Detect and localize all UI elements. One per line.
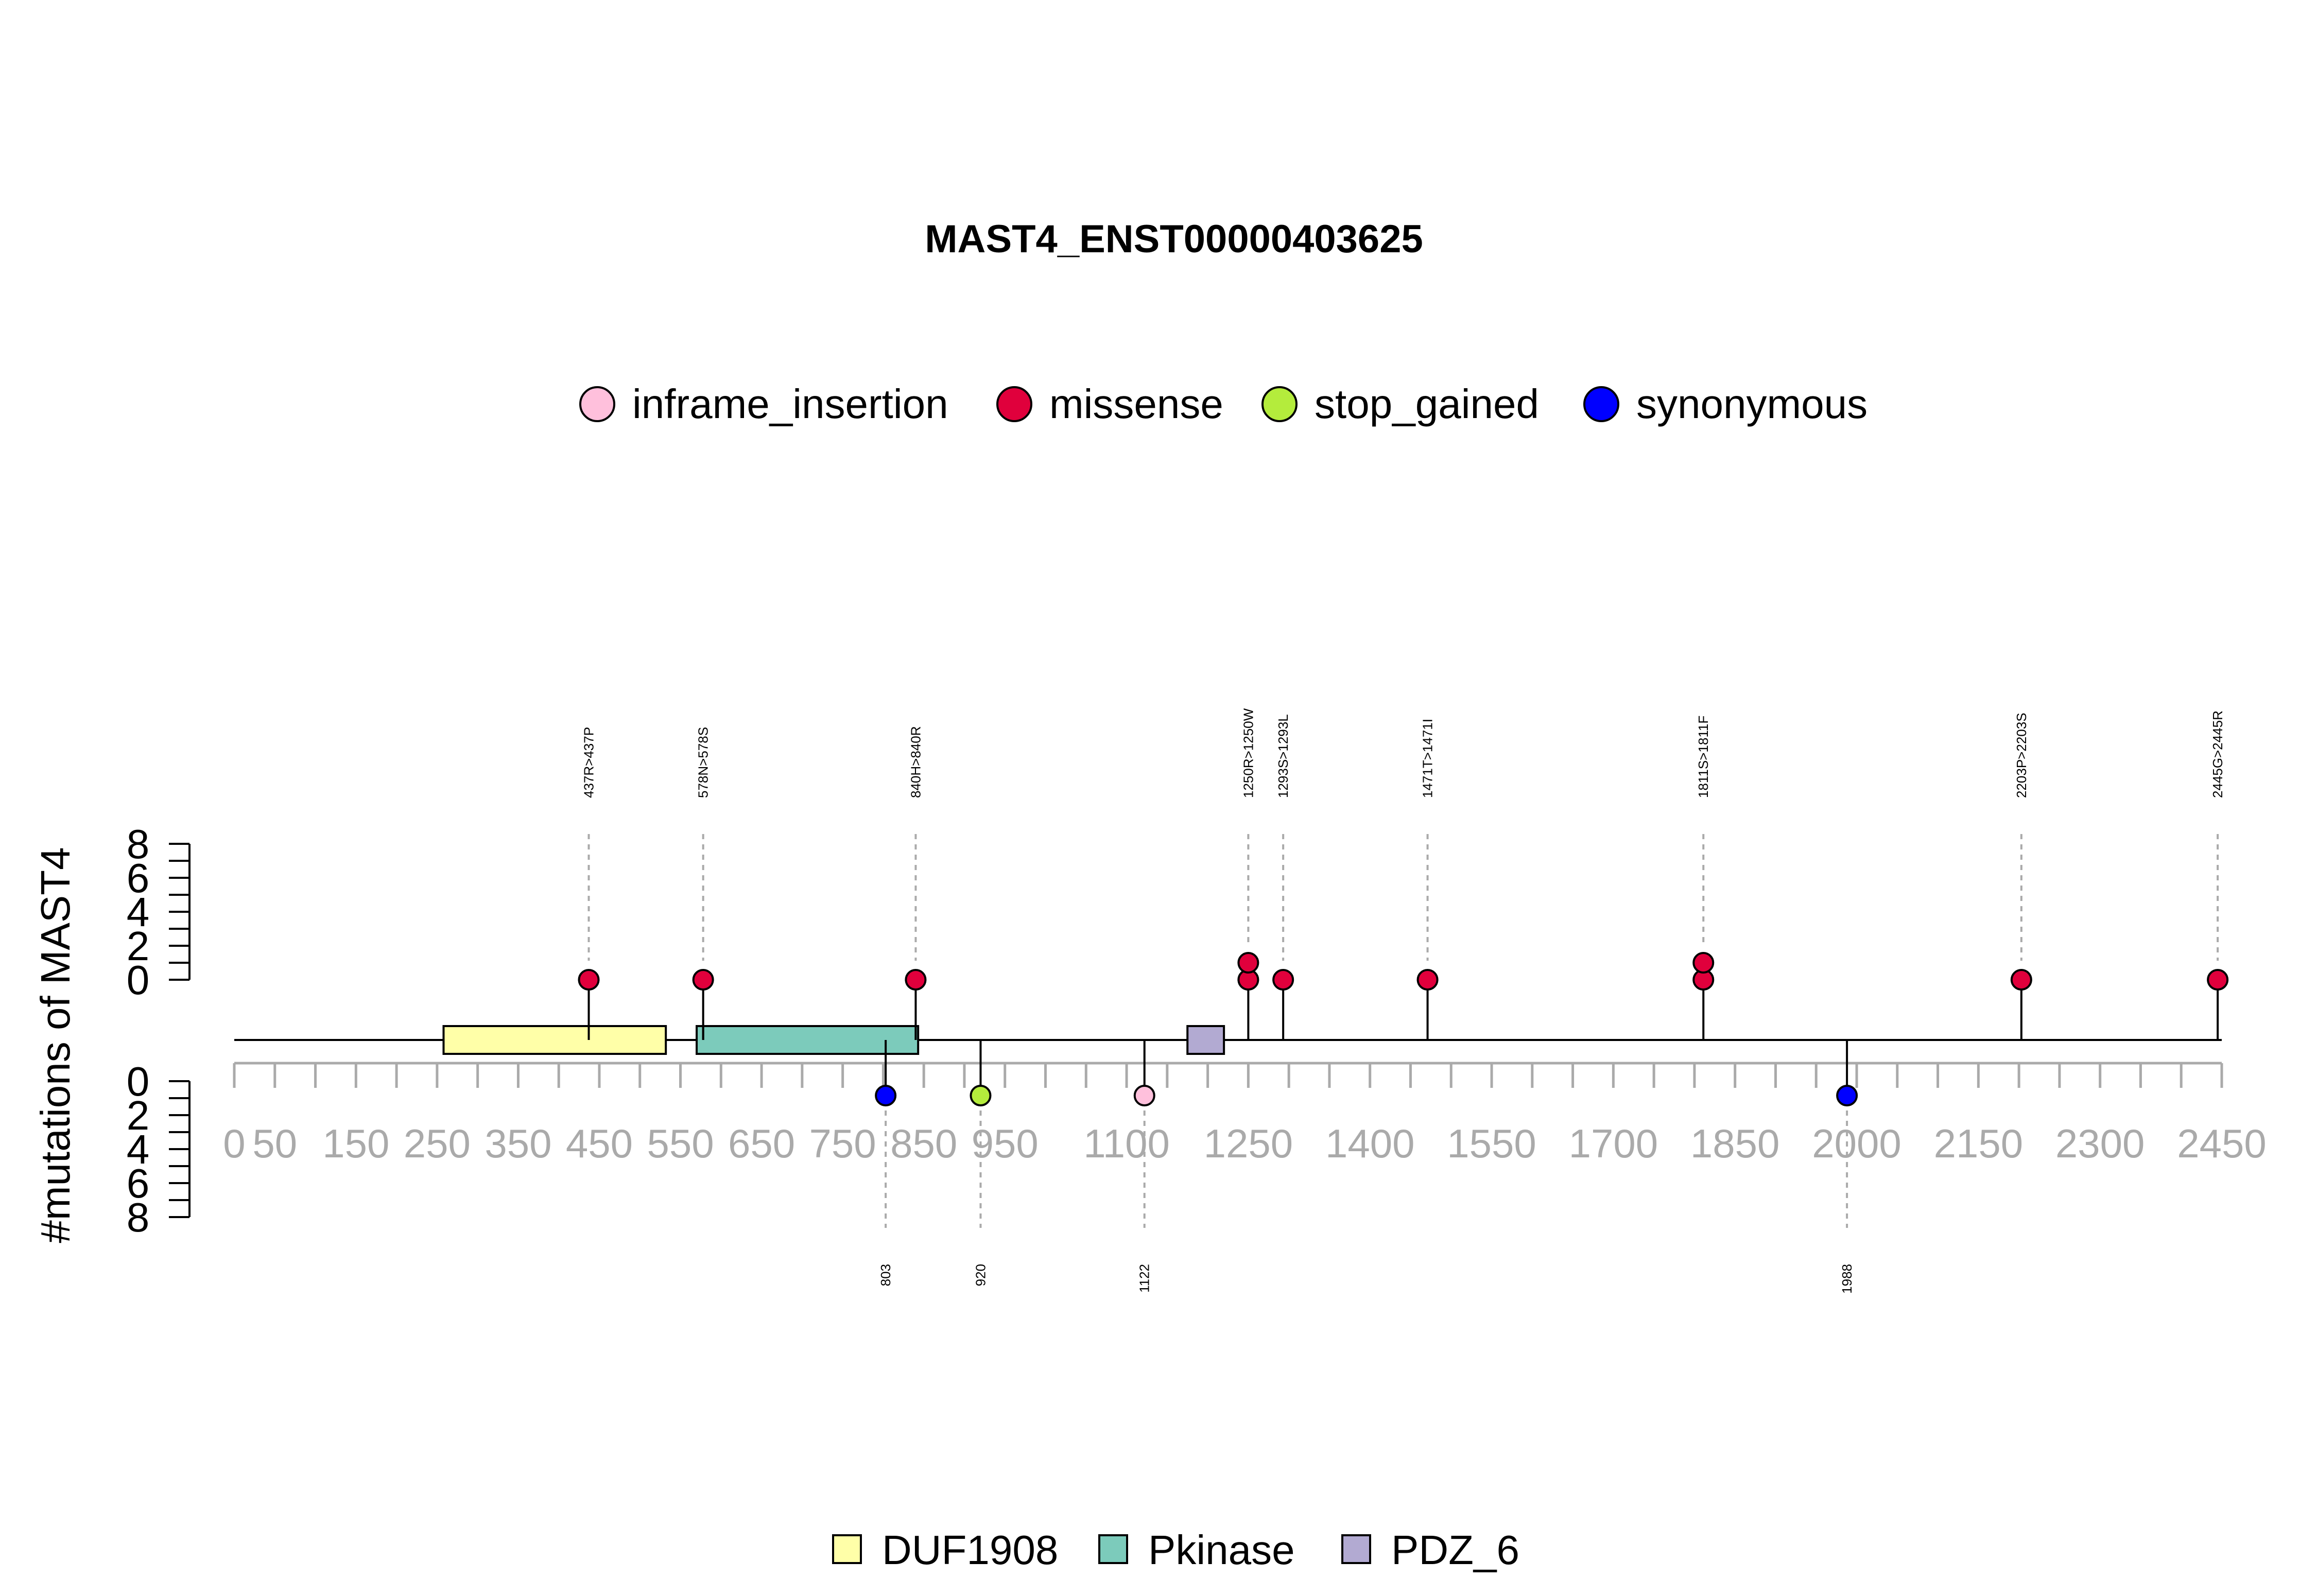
x-tick-label: 850	[890, 1121, 957, 1166]
x-tick-label: 950	[972, 1121, 1039, 1166]
x-tick-label: 1100	[1083, 1121, 1170, 1166]
mutation-point	[692, 969, 714, 991]
x-tick-label: 750	[809, 1121, 876, 1166]
legend-label-stop-gained: stop_gained	[1315, 381, 1539, 427]
x-tick-label: 1850	[1690, 1121, 1780, 1166]
domain-pkinase	[696, 1025, 920, 1055]
y-axis-top-tick-label: 0	[127, 957, 150, 1003]
x-tick-label: 1250	[1204, 1121, 1293, 1166]
y-axis-bottom-tick-label: 4	[127, 1126, 150, 1172]
y-axis-bottom-tick-label: 6	[127, 1160, 150, 1206]
x-tick-label: 2150	[1934, 1121, 2024, 1166]
chart-title: MAST4_ENST00000403625	[925, 217, 1423, 261]
domain-legend-swatch-pdz-6	[1341, 1534, 1371, 1564]
y-axis-top-tick-label: 6	[127, 855, 150, 901]
x-tick-label: 0	[223, 1121, 245, 1166]
domain-legend-swatch-duf1908	[832, 1534, 862, 1564]
mutation-label: 1988	[1839, 1264, 1855, 1294]
mutation-point	[1416, 969, 1439, 991]
mutation-label: 2203P>2203S	[2014, 713, 2029, 798]
x-tick-label: 1550	[1447, 1121, 1536, 1166]
domain-legend: DUF1908 Pkinase PDZ_6	[832, 1527, 1519, 1573]
x-tick-label: 2450	[2177, 1121, 2267, 1166]
x-tick-label: 350	[485, 1121, 551, 1166]
x-tick-label: 250	[404, 1121, 471, 1166]
legend-marker-missense	[996, 386, 1032, 422]
y-axis-bottom-tick-label: 0	[127, 1059, 150, 1104]
mutation-label: 1471T>1471I	[1420, 719, 1436, 798]
mutation-label: 1293S>1293L	[1275, 714, 1291, 798]
x-tick-label: 650	[728, 1121, 795, 1166]
mutation-point	[1133, 1085, 1155, 1106]
x-tick-label: 450	[566, 1121, 633, 1166]
mutation-label: 1811S>1811F	[1696, 716, 1711, 798]
legend-label-missense: missense	[1049, 381, 1223, 427]
mutation-type-legend: inframe_insertion missense stop_gained syno…	[579, 381, 1868, 427]
mutation-label: 2445G>2445R	[2210, 710, 2225, 798]
domain-duf1908	[442, 1025, 667, 1055]
x-axis: 0 50 150 250 350 450 550 650 750 850 950 1100 1250 14…	[223, 1062, 2267, 1166]
legend-label-synonymous: synonymous	[1636, 381, 1868, 427]
mutation-label: 920	[973, 1264, 988, 1286]
mutation-point	[970, 1085, 992, 1106]
y-axis-label: #mutations of MAST4	[32, 847, 78, 1243]
mutation-point	[1692, 952, 1715, 974]
mutation-point	[1836, 1085, 1858, 1106]
domain-legend-label-duf1908: DUF1908	[882, 1527, 1058, 1573]
x-tick-label: 550	[647, 1121, 714, 1166]
y-axis-bottom-tick-label: 8	[127, 1194, 150, 1240]
mutation-label: 437R>437P	[581, 727, 596, 798]
legend-marker-stop-gained	[1261, 386, 1298, 422]
x-tick-label: 2000	[1812, 1121, 1901, 1166]
mutation-point	[1272, 969, 1294, 991]
legend-marker-synonymous	[1583, 386, 1619, 422]
domain-legend-swatch-pkinase	[1098, 1534, 1128, 1564]
mutation-point	[1237, 952, 1259, 974]
mutation-label: 1250R>1250W	[1240, 708, 1256, 798]
y-axis-top-tick-label: 2	[127, 923, 150, 969]
domain-pdz-6	[1186, 1025, 1225, 1055]
mutation-label: 840H>840R	[908, 726, 923, 799]
domain-legend-label-pkinase: Pkinase	[1148, 1527, 1295, 1573]
mutation-point	[905, 969, 927, 991]
mutation-label: 1122	[1137, 1264, 1152, 1293]
y-axis-top-tick-label: 4	[127, 889, 150, 935]
x-tick-label: 1700	[1569, 1121, 1658, 1166]
legend-marker-inframe-insertion	[579, 386, 615, 422]
domain-legend-label-pdz-6: PDZ_6	[1391, 1527, 1519, 1573]
mutation-lollipops: 437R>437P 578N>578S 840H>840R 1250R>1250W 12…	[578, 708, 2229, 1294]
mutation-label: 803	[878, 1264, 893, 1286]
mutation-point	[2207, 969, 2229, 991]
mutation-point	[2010, 969, 2032, 991]
protein-domains	[442, 1025, 1225, 1055]
y-axis-bottom-tick-label: 2	[127, 1092, 150, 1138]
mutation-point	[578, 969, 600, 991]
legend-label-inframe-insertion: inframe_insertion	[632, 381, 948, 427]
x-tick-label: 2300	[2055, 1121, 2145, 1166]
mutation-label: 578N>578S	[696, 727, 711, 798]
x-tick-label: 50	[252, 1121, 297, 1166]
y-axis-top-tick-label: 8	[127, 821, 150, 867]
x-tick-label: 150	[322, 1121, 389, 1166]
x-tick-label: 1400	[1325, 1121, 1415, 1166]
mutation-point	[875, 1085, 897, 1106]
